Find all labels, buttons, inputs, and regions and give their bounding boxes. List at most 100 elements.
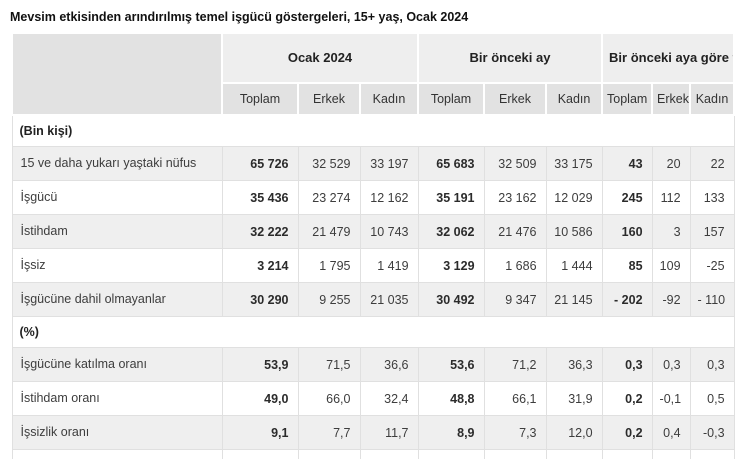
row-label: 15 ve daha yukarı yaştaki nüfus bbox=[11, 146, 223, 181]
value-cell: 21,1 bbox=[359, 449, 419, 459]
row-label: İstihdam bbox=[11, 214, 223, 249]
value-cell: 85 bbox=[601, 248, 653, 283]
value-cell: 0,3 bbox=[601, 347, 653, 382]
value-cell: 20 bbox=[651, 146, 691, 181]
column-group-fark: Bir önceki aya göre fark bbox=[601, 32, 736, 84]
value-cell: 1,1 bbox=[601, 449, 653, 459]
row-label: İşsizlik oranı bbox=[11, 415, 223, 450]
section-header: (Bin kişi) bbox=[11, 114, 735, 147]
value-cell: 15,5 bbox=[417, 449, 485, 459]
value-cell: 8,9 bbox=[417, 415, 485, 450]
value-cell: 0,3 bbox=[689, 347, 735, 382]
value-cell: 9 255 bbox=[297, 282, 361, 317]
value-cell: 32,4 bbox=[359, 381, 419, 416]
value-cell: 9 347 bbox=[483, 282, 547, 317]
corner-cell bbox=[11, 32, 223, 116]
value-cell: 49,0 bbox=[221, 381, 299, 416]
subheader-toplam-3: Toplam bbox=[601, 82, 654, 116]
value-cell: 157 bbox=[689, 214, 735, 249]
subheader-erkek-1: Erkek bbox=[297, 82, 361, 116]
labour-force-table: Ocak 2024 Bir önceki ay Bir önceki aya g… bbox=[11, 32, 736, 459]
value-cell: 11,9 bbox=[483, 449, 547, 459]
row-label: İşsiz bbox=[11, 248, 223, 283]
value-cell: 53,9 bbox=[221, 347, 299, 382]
row-label: İşgücü bbox=[11, 180, 223, 215]
page-title: Mevsim etkisinden arındırılmış temel işg… bbox=[10, 10, 469, 24]
value-cell: 23 162 bbox=[483, 180, 547, 215]
value-cell: 35 436 bbox=[221, 180, 299, 215]
value-cell: 35 191 bbox=[417, 180, 485, 215]
value-cell: 11,7 bbox=[359, 415, 419, 450]
value-cell: 48,8 bbox=[417, 381, 485, 416]
table-row: İşgücü 35 436 23 274 12 162 35 191 23 162 12 0… bbox=[11, 180, 735, 215]
value-cell: 30 290 bbox=[221, 282, 299, 317]
value-cell: 160 bbox=[601, 214, 653, 249]
table-row: Genç nüfusta işsizlik oranı (15-24 yaş)1… bbox=[11, 449, 735, 459]
value-cell: 32 529 bbox=[297, 146, 361, 181]
value-cell: 21 476 bbox=[483, 214, 547, 249]
table-header: Ocak 2024 Bir önceki ay Bir önceki aya g… bbox=[11, 32, 736, 116]
subheader-erkek-2: Erkek bbox=[483, 82, 548, 116]
value-cell: 109 bbox=[651, 248, 691, 283]
value-cell: 245 bbox=[601, 180, 653, 215]
value-cell: 21 479 bbox=[297, 214, 361, 249]
sub-header-row: Toplam Erkek Kadın Toplam Erkek Kadın To… bbox=[12, 82, 736, 116]
value-cell: 21 035 bbox=[359, 282, 419, 317]
value-cell: -0,3 bbox=[689, 415, 735, 450]
subheader-kadin-1: Kadın bbox=[358, 82, 420, 116]
section-header-row: (Bin kişi) bbox=[11, 114, 735, 147]
value-cell: 3 214 bbox=[221, 248, 299, 283]
value-cell: 133 bbox=[689, 180, 735, 215]
value-cell: 65 726 bbox=[221, 146, 299, 181]
value-cell: 112 bbox=[651, 180, 691, 215]
value-cell: 1 795 bbox=[297, 248, 361, 283]
value-cell: 36,3 bbox=[545, 347, 603, 382]
value-cell: 71,2 bbox=[483, 347, 547, 382]
value-cell: -0,1 bbox=[651, 381, 691, 416]
table-row: İşsizlik oranı 9,1 7,7 11,7 8,9 7,3 12,0 0,2 0,4… bbox=[11, 415, 735, 450]
row-label: İstihdam oranı bbox=[11, 381, 223, 416]
column-group-bir-onceki-ay: Bir önceki ay bbox=[417, 32, 604, 84]
value-cell: 30 492 bbox=[417, 282, 485, 317]
table-row: İşgücüne katılma oranı 53,9 71,5 36,6 53,6 71… bbox=[11, 347, 735, 382]
subheader-erkek-3: Erkek bbox=[651, 82, 692, 116]
value-cell: 23 274 bbox=[297, 180, 361, 215]
value-cell: 36,6 bbox=[359, 347, 419, 382]
value-cell: 1 686 bbox=[483, 248, 547, 283]
row-label: İşgücüne katılma oranı bbox=[11, 347, 223, 382]
value-cell: 22 bbox=[689, 146, 735, 181]
table-row: İstihdam 32 222 21 479 10 743 32 062 21 476 10… bbox=[11, 214, 735, 249]
value-cell: 2,2 bbox=[651, 449, 691, 459]
subheader-kadin-3: Kadın bbox=[689, 82, 736, 116]
subheader-kadin-2: Kadın bbox=[545, 82, 604, 116]
section-header-row: (%) bbox=[11, 316, 735, 348]
value-cell: 10 743 bbox=[359, 214, 419, 249]
value-cell: 7,7 bbox=[297, 415, 361, 450]
value-cell: - 202 bbox=[601, 282, 653, 317]
value-cell: 14,1 bbox=[297, 449, 361, 459]
value-cell: 33 175 bbox=[545, 146, 603, 181]
value-cell: 21 145 bbox=[545, 282, 603, 317]
value-cell: 7,3 bbox=[483, 415, 547, 450]
value-cell: 0,2 bbox=[601, 415, 653, 450]
value-cell: 32 222 bbox=[221, 214, 299, 249]
value-cell: 12 029 bbox=[545, 180, 603, 215]
value-cell: 66,1 bbox=[483, 381, 547, 416]
value-cell: 1 419 bbox=[359, 248, 419, 283]
value-cell: 22,1 bbox=[545, 449, 603, 459]
value-cell: 1 444 bbox=[545, 248, 603, 283]
value-cell: - 110 bbox=[689, 282, 735, 317]
value-cell: 0,3 bbox=[651, 347, 691, 382]
value-cell: 43 bbox=[601, 146, 653, 181]
value-cell: 3 bbox=[651, 214, 691, 249]
table-row: 15 ve daha yukarı yaştaki nüfus 65 726 32 … bbox=[11, 146, 735, 181]
subheader-toplam-1: Toplam bbox=[221, 82, 299, 116]
table-row: İşgücüne dahil olmayanlar 30 290 9 255 21 0… bbox=[11, 282, 735, 317]
value-cell: 0,2 bbox=[601, 381, 653, 416]
value-cell: 71,5 bbox=[297, 347, 361, 382]
column-group-ocak-2024: Ocak 2024 bbox=[220, 32, 420, 84]
value-cell: 16,6 bbox=[221, 449, 299, 459]
table-row: İşsiz 3 214 1 795 1 419 3 129 1 686 1 444 85 109… bbox=[11, 248, 735, 283]
value-cell: -25 bbox=[689, 248, 735, 283]
